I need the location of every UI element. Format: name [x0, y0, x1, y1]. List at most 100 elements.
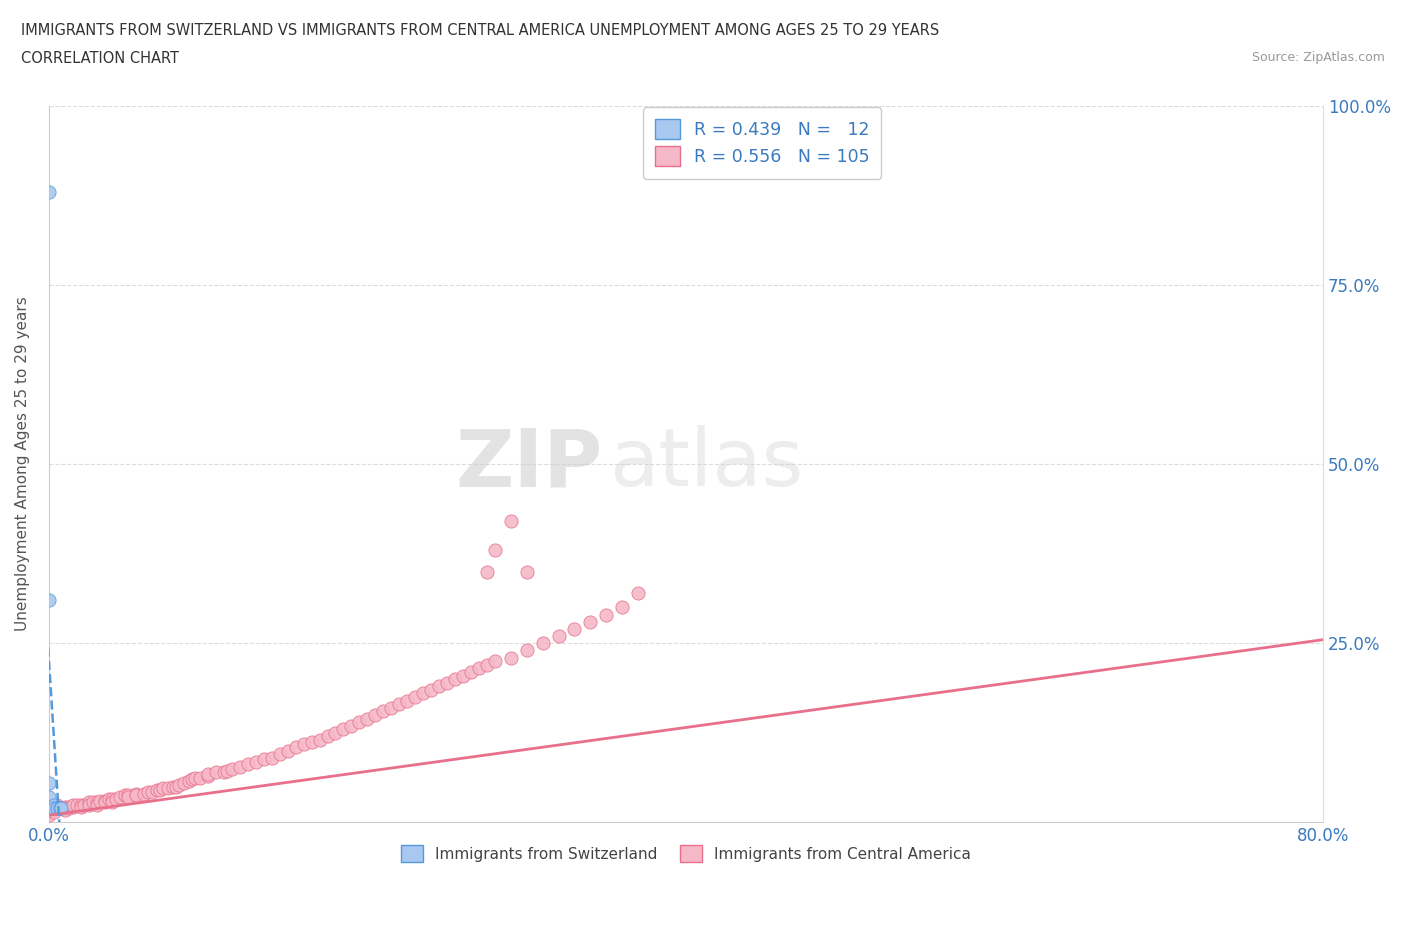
Point — [516, 565, 538, 579]
Point — [292, 737, 315, 751]
Point — [356, 711, 378, 726]
Y-axis label: Unemployment Among Ages 25 to 29 years: Unemployment Among Ages 25 to 29 years — [15, 297, 30, 631]
Point — [612, 600, 634, 615]
Point — [69, 797, 91, 812]
Point — [373, 704, 395, 719]
Point — [77, 795, 100, 810]
Point — [42, 801, 65, 816]
Point — [73, 797, 96, 812]
Point — [564, 621, 586, 636]
Point — [86, 797, 108, 812]
Text: atlas: atlas — [609, 425, 804, 503]
Point — [49, 801, 72, 816]
Point — [277, 743, 299, 758]
Point — [56, 799, 79, 814]
Point — [62, 797, 84, 812]
Point — [253, 752, 276, 767]
Point — [49, 801, 72, 816]
Point — [499, 650, 522, 665]
Point — [53, 802, 76, 817]
Point — [77, 797, 100, 812]
Point — [308, 733, 330, 748]
Point — [245, 754, 267, 769]
Point — [134, 787, 156, 802]
Point — [484, 654, 506, 669]
Point — [181, 772, 204, 787]
Point — [38, 776, 60, 790]
Point — [516, 643, 538, 658]
Point — [42, 801, 65, 816]
Point — [212, 764, 235, 779]
Point — [165, 779, 187, 794]
Point — [177, 774, 200, 789]
Point — [364, 708, 387, 723]
Point — [125, 788, 148, 803]
Point — [82, 795, 104, 810]
Point — [38, 801, 60, 816]
Point — [38, 801, 60, 816]
Point — [104, 792, 127, 807]
Text: IMMIGRANTS FROM SWITZERLAND VS IMMIGRANTS FROM CENTRAL AMERICA UNEMPLOYMENT AMON: IMMIGRANTS FROM SWITZERLAND VS IMMIGRANT… — [21, 23, 939, 38]
Point — [141, 785, 163, 800]
Point — [117, 788, 139, 803]
Point — [436, 675, 458, 690]
Point — [269, 747, 291, 762]
Point — [45, 801, 67, 816]
Point — [451, 668, 474, 683]
Point — [260, 751, 283, 765]
Point — [197, 766, 219, 781]
Point — [162, 779, 184, 794]
Point — [169, 777, 191, 792]
Point — [475, 565, 498, 579]
Point — [221, 762, 243, 777]
Point — [51, 801, 73, 816]
Point — [89, 793, 111, 808]
Point — [69, 799, 91, 814]
Point — [468, 661, 491, 676]
Point — [45, 801, 67, 816]
Point — [332, 722, 354, 737]
Point — [412, 686, 434, 701]
Point — [152, 780, 174, 795]
Point — [42, 797, 65, 812]
Point — [38, 808, 60, 823]
Point — [404, 689, 426, 704]
Point — [66, 797, 89, 812]
Point — [316, 729, 339, 744]
Text: CORRELATION CHART: CORRELATION CHART — [21, 51, 179, 66]
Point — [531, 636, 554, 651]
Point — [173, 776, 195, 790]
Legend: Immigrants from Switzerland, Immigrants from Central America: Immigrants from Switzerland, Immigrants … — [395, 839, 977, 869]
Point — [188, 771, 211, 786]
Point — [38, 184, 60, 199]
Point — [380, 700, 402, 715]
Point — [58, 801, 80, 816]
Text: ZIP: ZIP — [456, 425, 603, 503]
Point — [62, 799, 84, 814]
Point — [51, 801, 73, 816]
Point — [229, 759, 252, 774]
Point — [149, 783, 172, 798]
Point — [86, 795, 108, 810]
Point — [45, 797, 67, 812]
Point — [444, 671, 467, 686]
Point — [595, 607, 617, 622]
Point — [460, 664, 482, 679]
Point — [125, 787, 148, 802]
Text: Source: ZipAtlas.com: Source: ZipAtlas.com — [1251, 51, 1385, 64]
Point — [484, 542, 506, 557]
Point — [38, 797, 60, 812]
Point — [325, 725, 347, 740]
Point — [49, 801, 72, 816]
Point — [217, 764, 239, 778]
Point — [205, 764, 228, 779]
Point — [157, 780, 180, 795]
Point — [136, 785, 159, 800]
Point — [340, 718, 363, 733]
Point — [499, 514, 522, 529]
Point — [38, 592, 60, 607]
Point — [349, 714, 371, 729]
Point — [184, 771, 207, 786]
Point — [38, 790, 60, 804]
Point — [101, 792, 124, 807]
